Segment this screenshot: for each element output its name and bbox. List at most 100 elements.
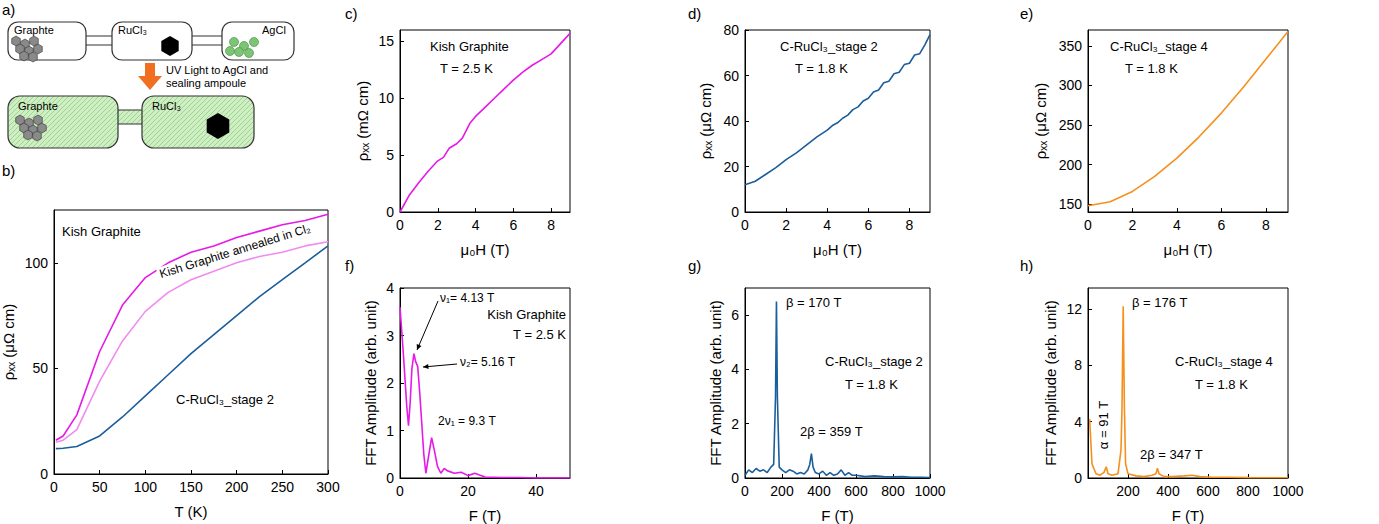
svg-text:300: 300: [1059, 77, 1083, 93]
svg-text:8: 8: [1074, 357, 1082, 373]
svg-text:80: 80: [723, 22, 739, 38]
svg-text:C-RuCl₃_stage 2: C-RuCl₃_stage 2: [780, 39, 878, 54]
svg-text:FFT Amplitude (arb. unit): FFT Amplitude (arb. unit): [1042, 300, 1059, 466]
svg-text:100: 100: [25, 255, 49, 271]
svg-text:sealing ampoule: sealing ampoule: [166, 77, 246, 89]
svg-text:f): f): [345, 257, 354, 274]
svg-text:0: 0: [50, 479, 58, 495]
svg-text:T (K): T (K): [174, 503, 207, 520]
svg-text:2: 2: [731, 416, 739, 432]
svg-text:C-RuCl₃_stage 4: C-RuCl₃_stage 4: [1175, 354, 1273, 369]
svg-text:T = 1.8 K: T = 1.8 K: [845, 377, 898, 392]
svg-text:0: 0: [731, 470, 739, 486]
svg-text:a): a): [2, 1, 15, 18]
svg-text:0: 0: [396, 217, 404, 233]
svg-text:60: 60: [723, 68, 739, 84]
svg-text:4: 4: [472, 217, 480, 233]
svg-text:UV Light to AgCl and: UV Light to AgCl and: [166, 64, 268, 76]
svg-text:ρₓₓ (μΩ cm): ρₓₓ (μΩ cm): [0, 304, 17, 381]
svg-text:50: 50: [32, 360, 48, 376]
svg-text:5: 5: [386, 147, 394, 163]
svg-text:6: 6: [864, 217, 872, 233]
svg-text:300: 300: [316, 479, 340, 495]
svg-text:2: 2: [782, 217, 790, 233]
svg-text:250: 250: [271, 479, 295, 495]
svg-text:8: 8: [1262, 217, 1270, 233]
svg-text:μ₀H (T): μ₀H (T): [813, 241, 862, 258]
svg-text:RuCl₃: RuCl₃: [152, 100, 181, 112]
svg-text:T = 1.8 K: T = 1.8 K: [1125, 61, 1178, 76]
svg-text:0: 0: [40, 466, 48, 482]
svg-text:200: 200: [225, 479, 249, 495]
svg-text:100: 100: [134, 479, 158, 495]
svg-text:Kish Graphite: Kish Graphite: [430, 39, 509, 54]
svg-text:C-RuCl₃_stage 2: C-RuCl₃_stage 2: [825, 354, 923, 369]
svg-text:F (T): F (T): [469, 507, 501, 524]
svg-text:0: 0: [741, 483, 749, 499]
svg-text:α = 91 T: α = 91 T: [1096, 401, 1111, 449]
svg-text:6: 6: [509, 217, 517, 233]
svg-text:4: 4: [1074, 414, 1082, 430]
svg-text:Kish Graphite annealed in Cl₂: Kish Graphite annealed in Cl₂: [158, 221, 313, 281]
svg-text:8: 8: [547, 217, 555, 233]
svg-text:1: 1: [386, 423, 394, 439]
svg-text:600: 600: [1196, 483, 1220, 499]
svg-text:RuCl₃: RuCl₃: [118, 24, 147, 36]
svg-text:μ₀H (T): μ₀H (T): [460, 241, 509, 258]
svg-text:20: 20: [460, 483, 476, 499]
svg-text:C-RuCl₃_stage 4: C-RuCl₃_stage 4: [1110, 39, 1208, 54]
svg-text:2β = 359 T: 2β = 359 T: [800, 424, 863, 439]
svg-text:50: 50: [92, 479, 108, 495]
svg-text:FFT Amplitude (arb. unit): FFT Amplitude (arb. unit): [707, 300, 724, 466]
svg-text:4: 4: [1173, 217, 1181, 233]
svg-text:0: 0: [396, 483, 404, 499]
svg-text:ρₓₓ (μΩ cm): ρₓₓ (μΩ cm): [1032, 83, 1049, 160]
svg-text:15: 15: [378, 33, 394, 49]
svg-text:g): g): [688, 257, 701, 274]
svg-text:AgCl: AgCl: [262, 24, 286, 36]
svg-text:4: 4: [386, 280, 394, 296]
svg-text:Graphte: Graphte: [14, 24, 54, 36]
svg-text:350: 350: [1059, 38, 1083, 54]
svg-text:400: 400: [807, 483, 831, 499]
svg-text:μ₀H (T): μ₀H (T): [1163, 241, 1212, 258]
svg-text:e): e): [1020, 5, 1033, 22]
svg-text:250: 250: [1059, 117, 1083, 133]
svg-text:1000: 1000: [1272, 483, 1303, 499]
svg-text:F (T): F (T): [821, 507, 853, 524]
svg-text:10: 10: [378, 90, 394, 106]
svg-text:h): h): [1020, 257, 1033, 274]
svg-text:150: 150: [179, 479, 203, 495]
svg-text:1000: 1000: [914, 483, 945, 499]
svg-text:800: 800: [1236, 483, 1260, 499]
svg-text:F (T): F (T): [1172, 507, 1204, 524]
svg-text:2: 2: [1129, 217, 1137, 233]
svg-text:40: 40: [723, 113, 739, 129]
svg-text:2: 2: [434, 217, 442, 233]
svg-text:4: 4: [823, 217, 831, 233]
svg-text:400: 400: [1156, 483, 1180, 499]
svg-text:3: 3: [386, 328, 394, 344]
svg-text:0: 0: [386, 204, 394, 220]
svg-text:FFT Amplitude (arb. unit): FFT Amplitude (arb. unit): [362, 300, 379, 466]
svg-text:0: 0: [1084, 217, 1092, 233]
svg-text:6: 6: [1217, 217, 1225, 233]
svg-text:2: 2: [386, 375, 394, 391]
svg-text:d): d): [688, 5, 701, 22]
svg-text:6: 6: [731, 307, 739, 323]
svg-text:20: 20: [723, 159, 739, 175]
svg-text:ν₂= 5.16 T: ν₂= 5.16 T: [460, 355, 516, 369]
svg-text:Kish Graphite: Kish Graphite: [62, 224, 141, 239]
svg-text:ρₓₓ (mΩ cm): ρₓₓ (mΩ cm): [354, 81, 371, 161]
svg-text:c): c): [345, 5, 358, 22]
svg-text:Graphte: Graphte: [18, 100, 58, 112]
svg-text:2β = 347 T: 2β = 347 T: [1140, 447, 1203, 462]
svg-text:0: 0: [741, 217, 749, 233]
svg-text:T = 2.5 K: T = 2.5 K: [513, 327, 566, 342]
svg-text:40: 40: [528, 483, 544, 499]
svg-text:C-RuCl₃_stage 2: C-RuCl₃_stage 2: [176, 392, 274, 407]
svg-text:T = 2.5 K: T = 2.5 K: [440, 61, 493, 76]
svg-text:150: 150: [1059, 196, 1083, 212]
svg-text:Kish Graphite: Kish Graphite: [487, 307, 566, 322]
svg-text:β = 176 T: β = 176 T: [1132, 295, 1188, 310]
